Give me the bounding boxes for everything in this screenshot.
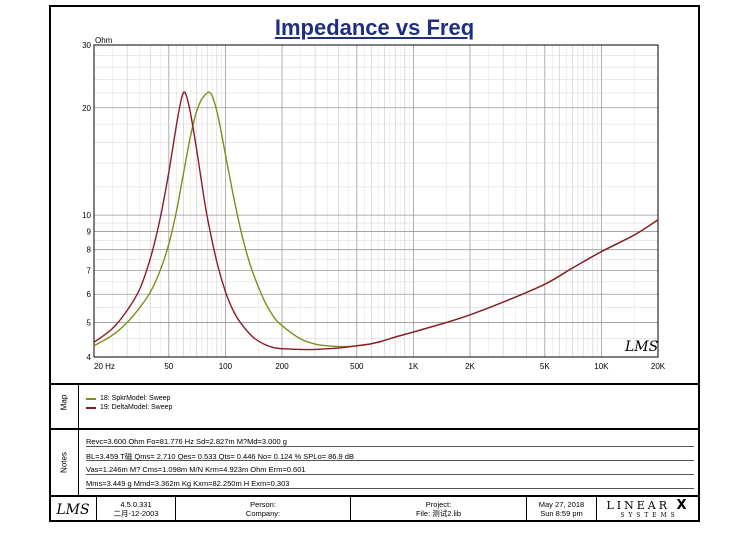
- note-line: Mms=3.449 g Mmd=3.362m Kg Kxm=82.250m H …: [86, 479, 694, 489]
- note-text: Mms=3.449 g Mmd=3.362m Kg Kxm=82.250m H …: [86, 479, 290, 488]
- note-line: Vas=1.246m M? Cms=1.098m M/N Krm=4.923m …: [86, 465, 694, 475]
- legend-swatch: [86, 406, 96, 409]
- note-underline: [86, 460, 694, 461]
- x-tick-label: 1K: [409, 362, 419, 371]
- footer-project-cell: Project: File: 测试2.lib: [351, 500, 526, 521]
- x-tick-label: 2K: [465, 362, 475, 371]
- note-underline: [86, 446, 694, 447]
- lms-watermark: LMS: [624, 339, 658, 355]
- x-tick-label: 10K: [594, 362, 609, 371]
- y-tick-label: 8: [87, 246, 92, 255]
- x-tick-label: 5K: [540, 362, 550, 371]
- x-tick-label: 500: [350, 362, 364, 371]
- legend-item-spkrmodel[interactable]: 18: SpkrModel: Sweep: [86, 395, 170, 402]
- legend-item-deltamodel[interactable]: 19: DeltaModel: Sweep: [86, 404, 172, 411]
- legend-swatch: [86, 397, 96, 400]
- footer-person-cell: Person: Company:: [176, 500, 350, 521]
- note-underline: [86, 474, 694, 475]
- brand-x: X: [676, 498, 690, 513]
- y-tick-label: 5: [87, 318, 92, 327]
- y-tick-label: 30: [82, 41, 91, 50]
- note-line: Revc=3.600 Ohm Fo=81.776 Hz Sd=2.827m M?…: [86, 437, 694, 447]
- footer-version-cell: 4.5.0.331 二月-12-2003: [98, 500, 174, 521]
- y-tick-label: 20: [82, 104, 91, 113]
- x-tick-label: 100: [219, 362, 233, 371]
- map-section-label: Map: [59, 394, 69, 411]
- divider-notes-bottom: [49, 495, 700, 497]
- y-unit-label: Ohm: [95, 36, 113, 45]
- footer-divider-1: [96, 497, 97, 521]
- x-tick-label: 50: [164, 362, 173, 371]
- footer-brand-logo: LINEAR X S Y S T E M S: [598, 498, 698, 521]
- chart-title: Impedance vs Freq: [274, 15, 475, 40]
- footer-time: Sun 8:59 pm: [540, 509, 583, 518]
- footer-divider-5: [596, 497, 597, 521]
- y-tick-label: 9: [87, 227, 92, 236]
- footer-divider-3: [350, 497, 351, 521]
- legend-label: 18: SpkrModel: Sweep: [100, 395, 171, 402]
- y-tick-label: 7: [87, 266, 92, 275]
- footer-version: 4.5.0.331: [120, 500, 152, 509]
- divider-chart-bottom: [49, 383, 700, 385]
- footer-file-label: File: 测试2.lib: [415, 509, 461, 518]
- x-tick-labels: 20 Hz 50 100 200 500 1K 2K 5K 10K 20K: [94, 362, 666, 371]
- series-line-deltamodel: [93, 91, 659, 351]
- note-line: BL=3.459 T磁 Qms= 2.710 Qes= 0.533 Qts= 0…: [86, 451, 694, 461]
- footer-company-label: Company:: [245, 509, 281, 518]
- series-line-spkrmodel: [93, 91, 659, 348]
- series-group: [93, 91, 659, 351]
- brand-linear: LINEAR: [606, 499, 670, 512]
- footer-build-date: 二月-12-2003: [113, 509, 159, 518]
- note-text: Vas=1.246m M? Cms=1.098m M/N Krm=4.923m …: [86, 465, 306, 474]
- y-tick-label: 6: [87, 290, 92, 299]
- footer-person-label: Person:: [250, 500, 276, 509]
- y-tick-label: 10: [82, 211, 91, 220]
- footer-date: May 27, 2018: [538, 500, 585, 509]
- notes-section-label: Notes: [59, 452, 69, 473]
- footer-project-label: Project:: [425, 500, 452, 509]
- lms-report-frame: Impedance vs Freq: [49, 5, 700, 522]
- divider-label-column-map: [78, 384, 79, 496]
- x-tick-label: 20K: [651, 362, 666, 371]
- brand-systems: S Y S T E M S: [620, 512, 676, 519]
- x-tick-label: 20 Hz: [94, 362, 115, 371]
- x-tick-label: 200: [275, 362, 289, 371]
- chart-grid: [93, 44, 659, 358]
- y-tick-label: 4: [87, 353, 92, 362]
- y-tick-labels: 4 5 6 7 8 9 10 20 30: [82, 41, 91, 362]
- plot-border: [93, 44, 659, 358]
- note-text: BL=3.459 T磁 Qms= 2.710 Qes= 0.533 Qts= 0…: [86, 452, 354, 461]
- footer-divider-4: [526, 497, 527, 521]
- note-text: Revc=3.600 Ohm Fo=81.776 Hz Sd=2.827m M?…: [86, 437, 287, 446]
- note-underline: [86, 488, 694, 489]
- divider-map-bottom: [49, 428, 700, 430]
- footer-lms-logo: LMS: [56, 502, 90, 518]
- legend-label: 19: DeltaModel: Sweep: [100, 404, 173, 411]
- footer-divider-2: [175, 497, 176, 521]
- footer-datetime-cell: May 27, 2018 Sun 8:59 pm: [527, 500, 596, 521]
